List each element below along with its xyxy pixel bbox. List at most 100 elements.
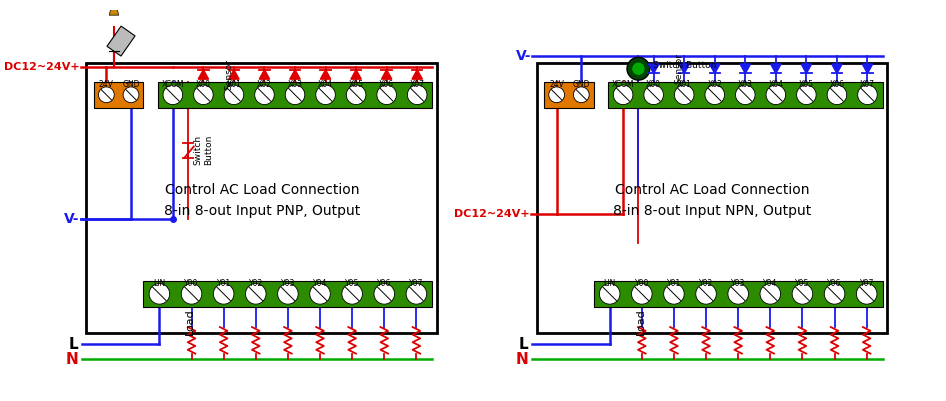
- Circle shape: [309, 284, 330, 304]
- Circle shape: [600, 284, 620, 304]
- Circle shape: [632, 62, 645, 75]
- Text: Y04: Y04: [313, 279, 327, 288]
- Circle shape: [856, 284, 877, 304]
- Text: X02: X02: [708, 80, 722, 89]
- Circle shape: [549, 87, 565, 103]
- Polygon shape: [648, 64, 658, 73]
- Bar: [608, 81, 883, 108]
- Polygon shape: [109, 0, 118, 15]
- Text: X05: X05: [798, 80, 814, 89]
- Polygon shape: [198, 70, 208, 79]
- Text: V-: V-: [516, 49, 531, 63]
- Text: Y07: Y07: [410, 279, 424, 288]
- Circle shape: [98, 87, 114, 103]
- Text: X04: X04: [768, 80, 783, 89]
- Text: X03: X03: [738, 80, 753, 89]
- Text: Y02: Y02: [699, 279, 713, 288]
- Text: GND: GND: [572, 80, 590, 89]
- Polygon shape: [412, 70, 423, 79]
- Text: X07: X07: [860, 80, 875, 89]
- Text: Y05: Y05: [796, 279, 810, 288]
- Text: Control AC Load Connection: Control AC Load Connection: [615, 183, 810, 197]
- Text: X01: X01: [676, 80, 692, 89]
- Text: X00: X00: [646, 80, 661, 89]
- Circle shape: [374, 284, 394, 304]
- Polygon shape: [740, 64, 750, 73]
- Polygon shape: [862, 64, 872, 73]
- Bar: [158, 81, 432, 108]
- Text: Y00: Y00: [635, 279, 649, 288]
- Polygon shape: [229, 70, 239, 79]
- Text: L: L: [518, 336, 528, 352]
- Text: Sensor: Sensor: [224, 59, 234, 90]
- Circle shape: [695, 284, 716, 304]
- Circle shape: [824, 284, 845, 304]
- Text: X03: X03: [288, 80, 303, 89]
- Text: Y03: Y03: [281, 279, 295, 288]
- Text: V-: V-: [64, 212, 79, 226]
- Circle shape: [163, 85, 183, 105]
- Text: 24V: 24V: [99, 80, 114, 89]
- Circle shape: [792, 284, 813, 304]
- Bar: [86, 63, 437, 333]
- Text: Y02: Y02: [249, 279, 263, 288]
- Text: LIN: LIN: [153, 279, 166, 288]
- Text: DC12~24V+: DC12~24V+: [4, 62, 79, 72]
- Text: XCOM: XCOM: [612, 80, 635, 89]
- Polygon shape: [801, 64, 812, 73]
- Polygon shape: [679, 64, 690, 73]
- Circle shape: [797, 85, 816, 105]
- Circle shape: [123, 87, 139, 103]
- Circle shape: [194, 85, 213, 105]
- Text: 8-in 8-out Input NPN, Output: 8-in 8-out Input NPN, Output: [613, 204, 812, 218]
- Circle shape: [766, 85, 785, 105]
- Circle shape: [632, 284, 652, 304]
- Circle shape: [627, 57, 650, 80]
- Text: XCOM: XCOM: [162, 80, 184, 89]
- Text: N: N: [65, 352, 78, 367]
- Circle shape: [224, 85, 244, 105]
- Text: Load: Load: [185, 308, 195, 335]
- Polygon shape: [771, 64, 781, 73]
- Circle shape: [286, 85, 305, 105]
- Text: Y04: Y04: [763, 279, 778, 288]
- Text: Y00: Y00: [184, 279, 199, 288]
- Text: Sensor: Sensor: [674, 53, 684, 84]
- Circle shape: [664, 284, 684, 304]
- Text: Y05: Y05: [345, 279, 359, 288]
- Text: Y07: Y07: [860, 279, 874, 288]
- Circle shape: [342, 284, 362, 304]
- Text: GND: GND: [122, 80, 140, 89]
- Circle shape: [644, 85, 663, 105]
- Circle shape: [346, 85, 366, 105]
- Circle shape: [316, 85, 335, 105]
- Circle shape: [149, 284, 169, 304]
- Circle shape: [858, 85, 877, 105]
- Text: DC12~24V+: DC12~24V+: [454, 209, 530, 219]
- Circle shape: [760, 284, 780, 304]
- Circle shape: [182, 284, 201, 304]
- Circle shape: [705, 85, 725, 105]
- Text: X04: X04: [318, 80, 333, 89]
- Bar: [144, 281, 432, 307]
- Polygon shape: [259, 70, 270, 79]
- Text: X02: X02: [257, 80, 272, 89]
- Text: X07: X07: [410, 80, 425, 89]
- Circle shape: [827, 85, 847, 105]
- Circle shape: [613, 85, 633, 105]
- Circle shape: [377, 85, 396, 105]
- Circle shape: [674, 85, 694, 105]
- Circle shape: [727, 284, 748, 304]
- Bar: [544, 81, 594, 108]
- Bar: [536, 63, 887, 333]
- Text: 8-in 8-out Input PNP, Output: 8-in 8-out Input PNP, Output: [164, 204, 360, 218]
- Text: X06: X06: [379, 80, 394, 89]
- Text: Control AC Load Connection: Control AC Load Connection: [165, 183, 359, 197]
- Text: X00: X00: [196, 80, 211, 89]
- Text: X05: X05: [349, 80, 363, 89]
- Text: L: L: [68, 336, 78, 352]
- Text: Y06: Y06: [828, 279, 842, 288]
- Text: X01: X01: [226, 80, 241, 89]
- Text: 24V: 24V: [550, 80, 564, 89]
- Text: Switch
Button: Switch Button: [194, 135, 213, 166]
